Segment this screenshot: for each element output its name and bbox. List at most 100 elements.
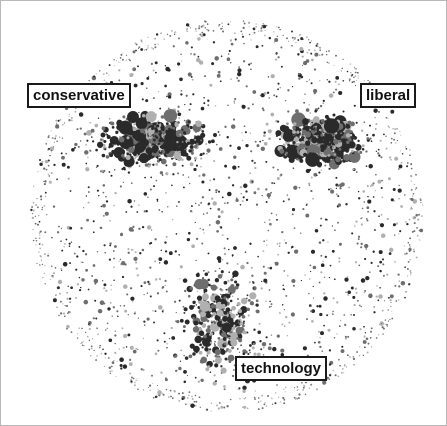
node-dot [271,397,273,400]
node-dot [319,345,322,349]
node-dot [184,152,189,157]
node-dot [154,43,156,46]
node-dot [177,37,180,40]
node-dot [103,287,106,290]
node-dot [325,50,328,53]
node-dot [327,188,331,191]
node-dot [221,258,224,261]
node-dot [310,305,312,307]
node-dot [348,150,361,163]
node-dot [226,57,231,61]
node-dot [224,357,228,361]
node-dot [369,137,372,140]
node-dot [392,188,396,191]
node-dot [52,276,54,278]
node-dot [268,36,272,40]
node-dot [379,287,381,289]
node-dot [188,394,190,397]
node-dot [231,184,235,187]
node-dot [164,241,167,244]
node-dot [303,124,306,127]
node-dot [410,189,413,192]
node-dot [109,219,111,222]
node-dot [51,152,53,154]
node-dot [314,341,316,344]
node-dot [120,123,127,130]
node-dot [369,185,372,187]
node-dot [206,23,209,25]
node-dot [303,152,308,157]
node-dot [337,184,340,187]
node-dot [199,227,201,230]
node-dot [165,164,168,167]
node-dot [268,289,271,291]
node-dot [247,107,250,110]
node-dot [196,295,203,301]
node-dot [278,312,281,315]
node-dot [390,301,392,304]
node-dot [98,194,100,197]
node-dot [233,101,235,103]
node-dot [346,70,349,73]
node-dot [313,127,316,130]
node-dot [194,202,197,205]
node-dot [203,96,205,99]
node-dot [412,216,416,220]
node-dot [273,41,276,43]
node-dot [184,356,189,360]
node-dot [184,289,187,293]
node-dot [159,262,161,264]
node-dot [208,333,212,336]
node-dot [302,386,305,389]
node-dot [397,168,400,170]
node-dot [195,142,199,146]
node-dot [284,99,287,102]
node-dot [275,130,282,137]
node-dot [409,208,411,210]
node-dot [204,20,207,23]
node-dot [223,280,228,285]
node-dot [265,201,268,203]
node-dot [190,403,195,408]
node-dot [226,135,229,139]
node-dot [172,173,175,176]
node-dot [364,346,366,349]
node-dot [133,256,138,262]
node-dot [370,261,373,264]
node-dot [38,220,41,223]
node-dot [217,215,221,219]
node-dot [181,397,184,401]
node-dot [158,130,161,133]
node-dot [243,42,245,45]
node-dot [169,34,172,37]
node-dot [148,384,152,387]
node-dot [361,207,364,210]
cluster-label-technology: technology [235,356,328,381]
node-dot [280,353,285,357]
node-dot [261,107,264,110]
node-dot [236,77,239,79]
node-dot [121,327,124,330]
node-dot [217,208,221,211]
node-dot [145,48,148,51]
node-dot [102,184,106,187]
node-dot [312,197,315,200]
node-dot [404,266,406,269]
node-dot [58,136,61,138]
node-dot [156,384,159,386]
node-dot [262,250,265,253]
node-dot [123,284,128,289]
node-dot [131,382,133,384]
node-dot [249,351,251,354]
node-dot [177,62,181,66]
node-dot [68,113,70,115]
node-dot [217,131,220,133]
node-dot [308,184,311,186]
node-dot [186,155,192,161]
node-dot [227,317,234,324]
node-dot [320,271,323,274]
node-dot [137,348,139,351]
node-dot [324,255,327,259]
node-dot [313,68,317,71]
